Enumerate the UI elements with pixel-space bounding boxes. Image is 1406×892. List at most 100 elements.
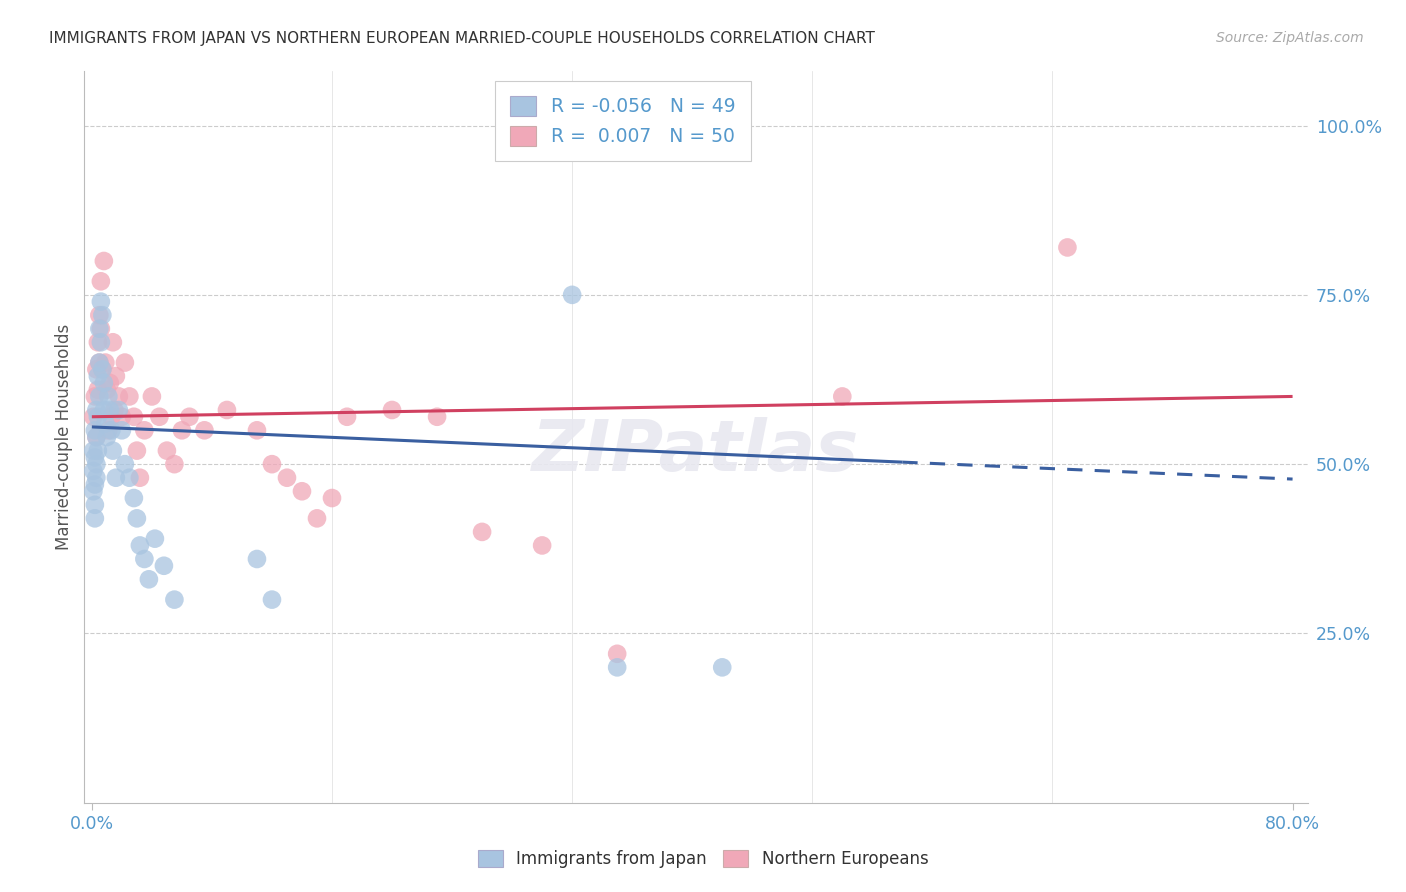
Point [111, 409, 134, 424]
Point [831, 389, 853, 403]
Point [83, 423, 105, 437]
Point [93, 376, 115, 390]
Point [104, 471, 127, 485]
Point [83, 511, 105, 525]
Point [215, 403, 238, 417]
Point [128, 471, 150, 485]
Point [1056, 240, 1078, 254]
Point [246, 552, 269, 566]
Point [276, 471, 298, 485]
Point [94, 355, 117, 369]
Point [606, 660, 628, 674]
Point [101, 443, 124, 458]
Point [91, 362, 114, 376]
Point [98, 376, 121, 390]
Point [134, 423, 156, 437]
Point [153, 558, 176, 573]
Point [86, 457, 108, 471]
Point [426, 409, 449, 424]
Point [108, 389, 131, 403]
Point [156, 443, 179, 458]
Point [93, 403, 115, 417]
Point [86, 403, 108, 417]
Point [89, 355, 111, 369]
Point [86, 471, 108, 485]
Point [179, 409, 201, 424]
Point [531, 538, 554, 552]
Point [86, 362, 108, 376]
Point [260, 457, 283, 471]
Point [118, 389, 141, 403]
Point [87, 409, 110, 424]
Point [100, 409, 122, 424]
Point [83, 477, 105, 491]
Point [98, 403, 121, 417]
Point [82, 409, 104, 424]
Point [122, 491, 145, 505]
Point [531, 139, 554, 153]
Point [87, 383, 110, 397]
Point [89, 389, 111, 403]
Point [114, 457, 136, 471]
Point [87, 335, 110, 350]
Point [91, 362, 114, 376]
Point [89, 308, 111, 322]
Point [125, 511, 148, 525]
Point [83, 450, 105, 465]
Point [291, 484, 314, 499]
Point [82, 443, 104, 458]
Point [381, 403, 404, 417]
Point [89, 355, 111, 369]
Point [87, 443, 110, 458]
Text: ZIPatlas: ZIPatlas [533, 417, 859, 486]
Point [134, 552, 156, 566]
Text: Source: ZipAtlas.com: Source: ZipAtlas.com [1216, 31, 1364, 45]
Point [711, 660, 734, 674]
Point [97, 423, 120, 437]
Point [143, 532, 166, 546]
Point [125, 443, 148, 458]
Point [163, 457, 186, 471]
Y-axis label: Married-couple Households: Married-couple Households [55, 324, 73, 550]
Point [128, 538, 150, 552]
Point [91, 308, 114, 322]
Point [111, 423, 134, 437]
Point [90, 274, 112, 288]
Point [82, 464, 104, 478]
Point [90, 294, 112, 309]
Point [321, 491, 343, 505]
Point [96, 430, 118, 444]
Point [170, 423, 193, 437]
Point [193, 423, 215, 437]
Point [108, 403, 131, 417]
Point [94, 417, 117, 431]
Point [118, 471, 141, 485]
Point [305, 511, 328, 525]
Point [93, 254, 115, 268]
Legend: Immigrants from Japan, Northern Europeans: Immigrants from Japan, Northern European… [470, 842, 936, 877]
Point [90, 322, 112, 336]
Point [114, 355, 136, 369]
Point [246, 423, 269, 437]
Point [90, 335, 112, 350]
Point [606, 647, 628, 661]
Point [103, 403, 125, 417]
Point [138, 572, 160, 586]
Point [141, 389, 163, 403]
Legend: R = -0.056   N = 49, R =  0.007   N = 50: R = -0.056 N = 49, R = 0.007 N = 50 [495, 81, 751, 161]
Point [122, 409, 145, 424]
Point [87, 369, 110, 384]
Point [86, 430, 108, 444]
Point [89, 322, 111, 336]
Point [148, 409, 170, 424]
Point [97, 389, 120, 403]
Point [96, 383, 118, 397]
Point [100, 423, 122, 437]
Point [260, 592, 283, 607]
Point [561, 288, 583, 302]
Point [104, 369, 127, 384]
Point [336, 409, 359, 424]
Point [86, 430, 108, 444]
Point [471, 524, 494, 539]
Point [83, 389, 105, 403]
